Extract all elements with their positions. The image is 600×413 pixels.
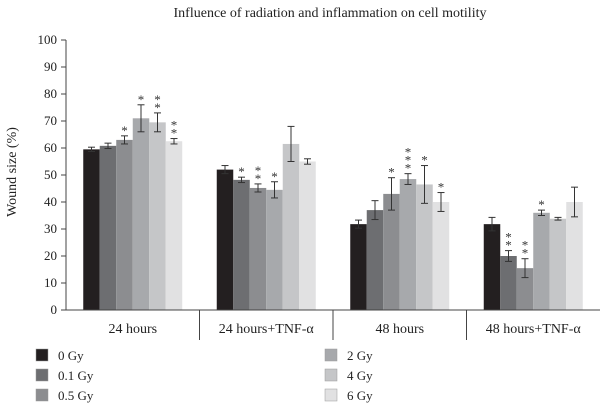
y-axis-label: Wound size (%) (5, 127, 20, 217)
y-tick-label: 100 (38, 32, 58, 47)
significance-marker: * (522, 246, 529, 261)
bars: ******* ** * * ********** (83, 92, 583, 310)
bar (416, 184, 433, 310)
significance-marker: * (255, 163, 262, 178)
bar (233, 179, 250, 310)
bar (500, 256, 517, 310)
y-tick-label: 40 (44, 194, 57, 209)
significance-marker: * (438, 180, 445, 195)
legend-label: 0.5 Gy (58, 388, 94, 403)
legend-label: 0 Gy (58, 348, 84, 363)
bar (399, 179, 417, 310)
legend-label: 0.1 Gy (58, 368, 94, 383)
bar (483, 224, 501, 310)
legend-swatch (324, 388, 338, 402)
bar (132, 118, 150, 310)
y-tick-label: 90 (44, 59, 57, 74)
y-tick-label: 30 (44, 221, 57, 236)
bar (216, 169, 234, 310)
category-label: 48 hours+TNF-α (486, 322, 582, 337)
significance-marker: * (154, 100, 161, 115)
bar (350, 224, 367, 310)
category-label: 24 hours+TNF-α (219, 322, 315, 337)
y-tick-label: 60 (44, 140, 57, 155)
y-ticks: 0 10 20 30 40 50 60 70 80 90 100 (38, 32, 66, 317)
y-tick-label: 20 (44, 248, 57, 263)
category-label: 48 hours (375, 322, 424, 337)
y-tick-label: 70 (44, 113, 57, 128)
significance-marker: * (421, 153, 428, 168)
bar (249, 187, 267, 310)
bar (566, 202, 583, 310)
bar (432, 202, 450, 310)
legend: 0 Gy 0.1 Gy 0.5 Gy 2 Gy 4 Gy 6 Gy (35, 348, 373, 403)
significance-marker: * (505, 230, 512, 245)
significance-marker: * (171, 118, 178, 133)
bar (83, 149, 100, 310)
legend-swatch (35, 348, 49, 362)
significance-marker: * (505, 238, 512, 253)
bar (99, 145, 117, 310)
bar (366, 210, 384, 310)
bar (516, 268, 534, 310)
bar (165, 141, 183, 310)
legend-label: 6 Gy (347, 388, 373, 403)
legend-swatch (35, 388, 49, 402)
significance-marker: * (238, 164, 245, 179)
significance-marker: * (405, 145, 412, 160)
significance-marker: * (405, 153, 412, 168)
significance-marker: * (138, 92, 145, 107)
y-tick-label: 80 (44, 86, 57, 101)
significance-marker: * (538, 197, 545, 212)
y-tick-label: 50 (44, 167, 57, 182)
category-label: 24 hours (108, 322, 157, 337)
y-tick-label: 10 (44, 275, 57, 290)
legend-swatch (324, 368, 338, 382)
bar (299, 161, 316, 310)
significance-marker: * (121, 123, 128, 138)
bar (533, 212, 550, 310)
significance-marker: * (271, 169, 278, 184)
legend-swatch (324, 348, 338, 362)
bar (116, 139, 133, 310)
bar (383, 193, 400, 310)
chart-title: Influence of radiation and inflammation … (174, 6, 487, 21)
legend-label: 4 Gy (347, 368, 373, 383)
category-labels: 24 hours 24 hours+TNF-α 48 hours 48 hours+T… (108, 310, 581, 340)
significance-marker: * (522, 238, 529, 253)
legend-swatch (35, 368, 49, 382)
legend-label: 2 Gy (347, 348, 373, 363)
bar (549, 218, 567, 310)
bar (149, 122, 166, 310)
significance-marker: * (255, 171, 262, 186)
y-tick-label: 0 (51, 302, 58, 317)
significance-marker: * (405, 161, 412, 176)
significance-marker: * (171, 126, 178, 141)
bar (282, 143, 300, 310)
significance-marker: * (388, 165, 395, 180)
bar (266, 189, 283, 310)
significance-marker: * (154, 92, 161, 107)
